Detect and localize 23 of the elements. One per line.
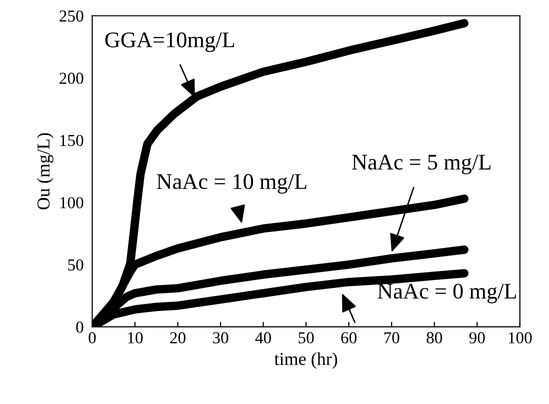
annotation: NaAc = 5 mg/L [352, 154, 490, 174]
x-tick-label: 100 [508, 332, 532, 344]
y-tick-label: 200 [60, 72, 84, 84]
annotation: NaAc = 10 mg/L [156, 174, 306, 194]
x-tick-label: 80 [426, 332, 442, 344]
annotation: NaAc = 0 mg/L [378, 284, 516, 304]
x-tick-label: 60 [341, 332, 357, 344]
y-tick-label: 150 [60, 134, 84, 146]
x-tick-label: 40 [255, 332, 271, 344]
y-tick-label: 100 [60, 197, 84, 208]
x-tick-label: 90 [469, 332, 485, 344]
x-tick-label: 50 [298, 332, 314, 344]
x-tick-label: 10 [128, 332, 143, 344]
x-axis-title: time (hr) [274, 352, 338, 369]
y-tick-label: 250 [60, 10, 84, 22]
y-axis-title: Ou (mg/L) [36, 133, 54, 210]
y-tick-label: 50 [68, 259, 84, 271]
y-tick-label: 0 [76, 322, 84, 333]
x-tick-label: 70 [384, 332, 400, 344]
annotation: GGA=10mg/L [105, 32, 234, 52]
x-tick-label: 20 [170, 332, 186, 344]
x-tick-label: 0 [88, 332, 96, 344]
x-tick-label: 30 [212, 332, 228, 344]
